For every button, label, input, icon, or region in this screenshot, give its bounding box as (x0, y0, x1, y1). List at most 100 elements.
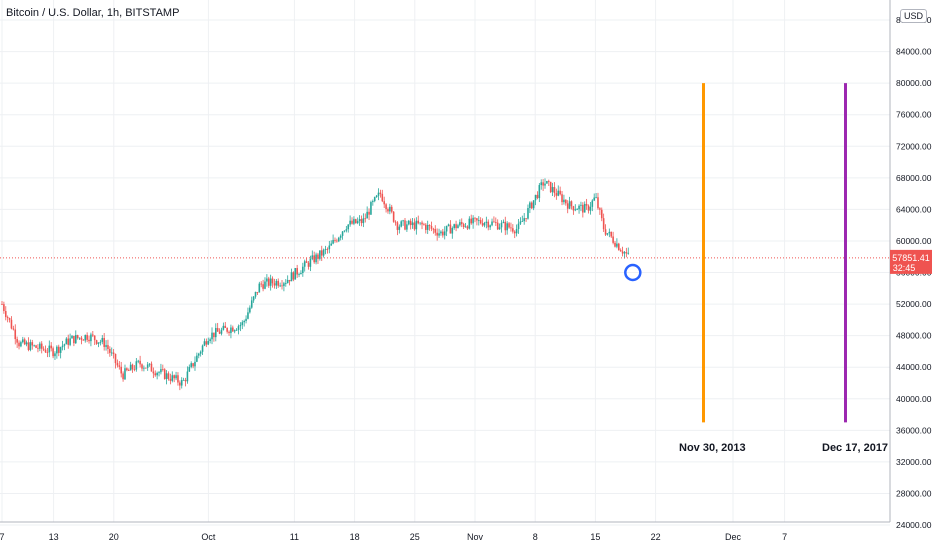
candle-body (175, 375, 177, 379)
candle-body (239, 325, 242, 327)
candle-body (63, 344, 66, 346)
candle-body (303, 261, 306, 267)
candle-body (583, 203, 586, 213)
candle-body (207, 341, 210, 345)
candle-body (184, 379, 187, 382)
candle-body (247, 312, 249, 319)
candle-body (557, 190, 560, 196)
candle-body (222, 325, 225, 330)
candle-body (101, 338, 104, 342)
candle-body (406, 224, 408, 230)
time-axis[interactable]: 7 13 20 Oct 11 18 25 Nov 8 15 22 Dec 7 (0, 532, 787, 542)
candle-body (521, 221, 524, 222)
candle-body (203, 341, 206, 346)
candle-body (491, 221, 493, 226)
candle-body (269, 278, 272, 286)
y-tick-label: 60000.00 (896, 236, 932, 246)
candle-body (8, 317, 11, 320)
candle-body (152, 371, 155, 374)
candle-body (404, 220, 406, 230)
candle-body (353, 219, 355, 224)
candle-body (264, 281, 266, 289)
candle-body (546, 181, 548, 184)
candle-body (442, 231, 444, 236)
candle-body (194, 361, 196, 367)
x-tick-label: 11 (290, 532, 299, 542)
candle-body (600, 209, 603, 219)
candle-body (230, 327, 232, 334)
countdown-label: 32:45 (893, 263, 916, 273)
candle-body (214, 328, 217, 338)
candle-body (585, 203, 588, 206)
candle-body (489, 225, 491, 228)
candle-body (122, 373, 124, 380)
candle-body (90, 334, 92, 342)
candle-body (523, 218, 525, 222)
candle-body (385, 204, 387, 210)
candle-body (602, 218, 605, 230)
candle-body (243, 320, 245, 323)
candle-body (460, 222, 463, 225)
price-axis[interactable]: 24000.00 28000.00 32000.00 36000.00 40000.00… (896, 15, 932, 530)
candle-body (398, 226, 401, 230)
candle-body (532, 200, 535, 209)
candle-body (519, 221, 522, 224)
candle-body (146, 364, 149, 368)
candle-body (116, 363, 119, 366)
currency-button[interactable]: USD (900, 9, 928, 23)
candle-body (82, 339, 85, 341)
candle-body (555, 193, 558, 196)
candle-body (627, 252, 630, 254)
candle-body (574, 209, 577, 211)
candle-body (466, 226, 469, 229)
candle-body (425, 224, 427, 230)
candle-body (141, 364, 143, 369)
candle-body (474, 217, 476, 219)
candle-body (578, 205, 580, 210)
candle-body (35, 345, 37, 348)
candle-body (48, 345, 51, 353)
candle-body (328, 245, 331, 250)
candle-body (343, 230, 346, 232)
candle-body (322, 249, 325, 256)
candle-body (286, 280, 289, 284)
candle-body (447, 224, 450, 226)
candle-body (109, 348, 111, 353)
candle-body (307, 262, 310, 267)
annotation-nov-30-2013: Nov 30, 2013 (679, 442, 746, 454)
candle-body (95, 340, 98, 344)
candle-body (52, 348, 54, 357)
candle-body (390, 206, 393, 212)
candle-body (525, 218, 527, 219)
candle-body (245, 318, 247, 321)
candle-body (54, 353, 56, 357)
candle-body (623, 252, 626, 254)
y-tick-label: 72000.00 (896, 141, 932, 151)
candle-body (553, 187, 556, 194)
candle-body (368, 211, 370, 215)
candle-body (462, 224, 465, 227)
candle-body (84, 334, 87, 341)
candle-body (508, 223, 510, 228)
vertical-markers (702, 83, 847, 423)
candle-body (201, 345, 204, 352)
candle-body (180, 380, 183, 386)
candle-body (110, 352, 113, 354)
x-tick-label: Dec (725, 532, 742, 542)
candle-body (582, 204, 584, 213)
candle-body (298, 274, 300, 275)
candle-body (336, 240, 338, 242)
candle-body (563, 199, 565, 203)
candle-body (358, 219, 361, 222)
candle-body (73, 335, 75, 344)
highlight-circle[interactable] (624, 263, 642, 282)
candle-body (383, 201, 385, 205)
candle-body (88, 339, 90, 342)
candle-body (457, 225, 459, 229)
candle-body (326, 248, 329, 250)
candle-body (362, 218, 365, 224)
candle-body (483, 222, 486, 226)
candle-body (589, 206, 592, 211)
candle-body (118, 365, 121, 367)
